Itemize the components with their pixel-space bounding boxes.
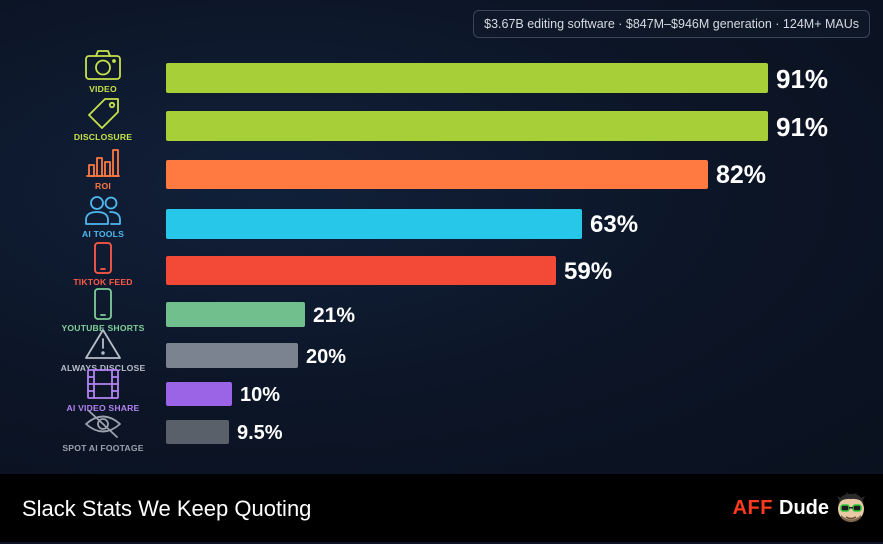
infographic-stage: $3.67B editing software · $847M–$946M ge…: [0, 0, 883, 474]
category-label: SPOT AI FOOTAGE: [62, 443, 144, 453]
category-icon-cell: ALWAYS DISCLOSE: [48, 327, 158, 373]
smartphone-icon: [94, 288, 112, 320]
category-icon-cell: ROI: [48, 145, 158, 191]
bar-chart-icon: [86, 149, 120, 177]
category-label: AI VIDEO SHARE: [66, 403, 140, 413]
footer-title: Slack Stats We Keep Quoting: [22, 496, 312, 521]
category-label: YOUTUBE SHORTS: [61, 323, 145, 333]
bar: [166, 256, 556, 285]
brand-dude-text: Dude: [779, 496, 829, 519]
category-icon-cell: SPOT AI FOOTAGE: [48, 407, 158, 453]
category-label: TIKTOK FEED: [73, 277, 133, 287]
category-label: ALWAYS DISCLOSE: [60, 363, 146, 373]
bar: [166, 209, 582, 239]
bar-value-label: 10%: [240, 384, 281, 406]
brand-aff-text: AFF: [732, 496, 773, 519]
warning-icon: [85, 329, 121, 359]
bar-value-label: 91%: [776, 112, 829, 142]
film-icon: [87, 369, 119, 399]
bar: [166, 420, 229, 444]
camera-icon: [85, 50, 121, 80]
bar-value-label: 20%: [306, 345, 347, 368]
category-icon-cell: DISCLOSURE: [48, 96, 158, 142]
bar-value-label: 21%: [313, 304, 356, 327]
smartphone-icon: [94, 242, 112, 274]
category-label: AI TOOLS: [81, 229, 125, 239]
bar: [166, 63, 768, 93]
bar-value-label: 9.5%: [237, 422, 283, 444]
category-label: DISCLOSURE: [73, 132, 133, 142]
category-icon-cell: VIDEO: [48, 48, 158, 94]
stats-pill: $3.67B editing software · $847M–$946M ge…: [473, 10, 870, 38]
users-icon: [85, 196, 121, 225]
category-label: ROI: [95, 181, 111, 191]
category-icon-cell: AI TOOLS: [48, 193, 158, 239]
bar: [166, 302, 305, 327]
bar: [166, 111, 768, 141]
bar-value-label: 82%: [716, 161, 767, 189]
eye-off-icon: [85, 410, 121, 438]
category-icon-cell: YOUTUBE SHORTS: [48, 287, 158, 333]
bar: [166, 160, 708, 189]
bar-value-label: 63%: [590, 211, 639, 238]
bar-value-label: 91%: [776, 64, 829, 94]
mascot-avatar-icon: [837, 492, 865, 523]
bar: [166, 382, 232, 406]
category-label: VIDEO: [89, 84, 117, 94]
footer-bar: Slack Stats We Keep Quoting AFF Dude: [0, 474, 883, 542]
bar: [166, 343, 298, 368]
tag-icon: [88, 98, 119, 129]
brand-logo[interactable]: AFF Dude: [733, 488, 869, 528]
category-icon-cell: TIKTOK FEED: [48, 241, 158, 287]
category-icon-cell: AI VIDEO SHARE: [48, 367, 158, 413]
bar-chart: VIDEO 91% DISCLOSURE 91% ROI 82% AI TOOLS 63% TI…: [48, 48, 829, 453]
bar-value-label: 59%: [564, 257, 613, 285]
